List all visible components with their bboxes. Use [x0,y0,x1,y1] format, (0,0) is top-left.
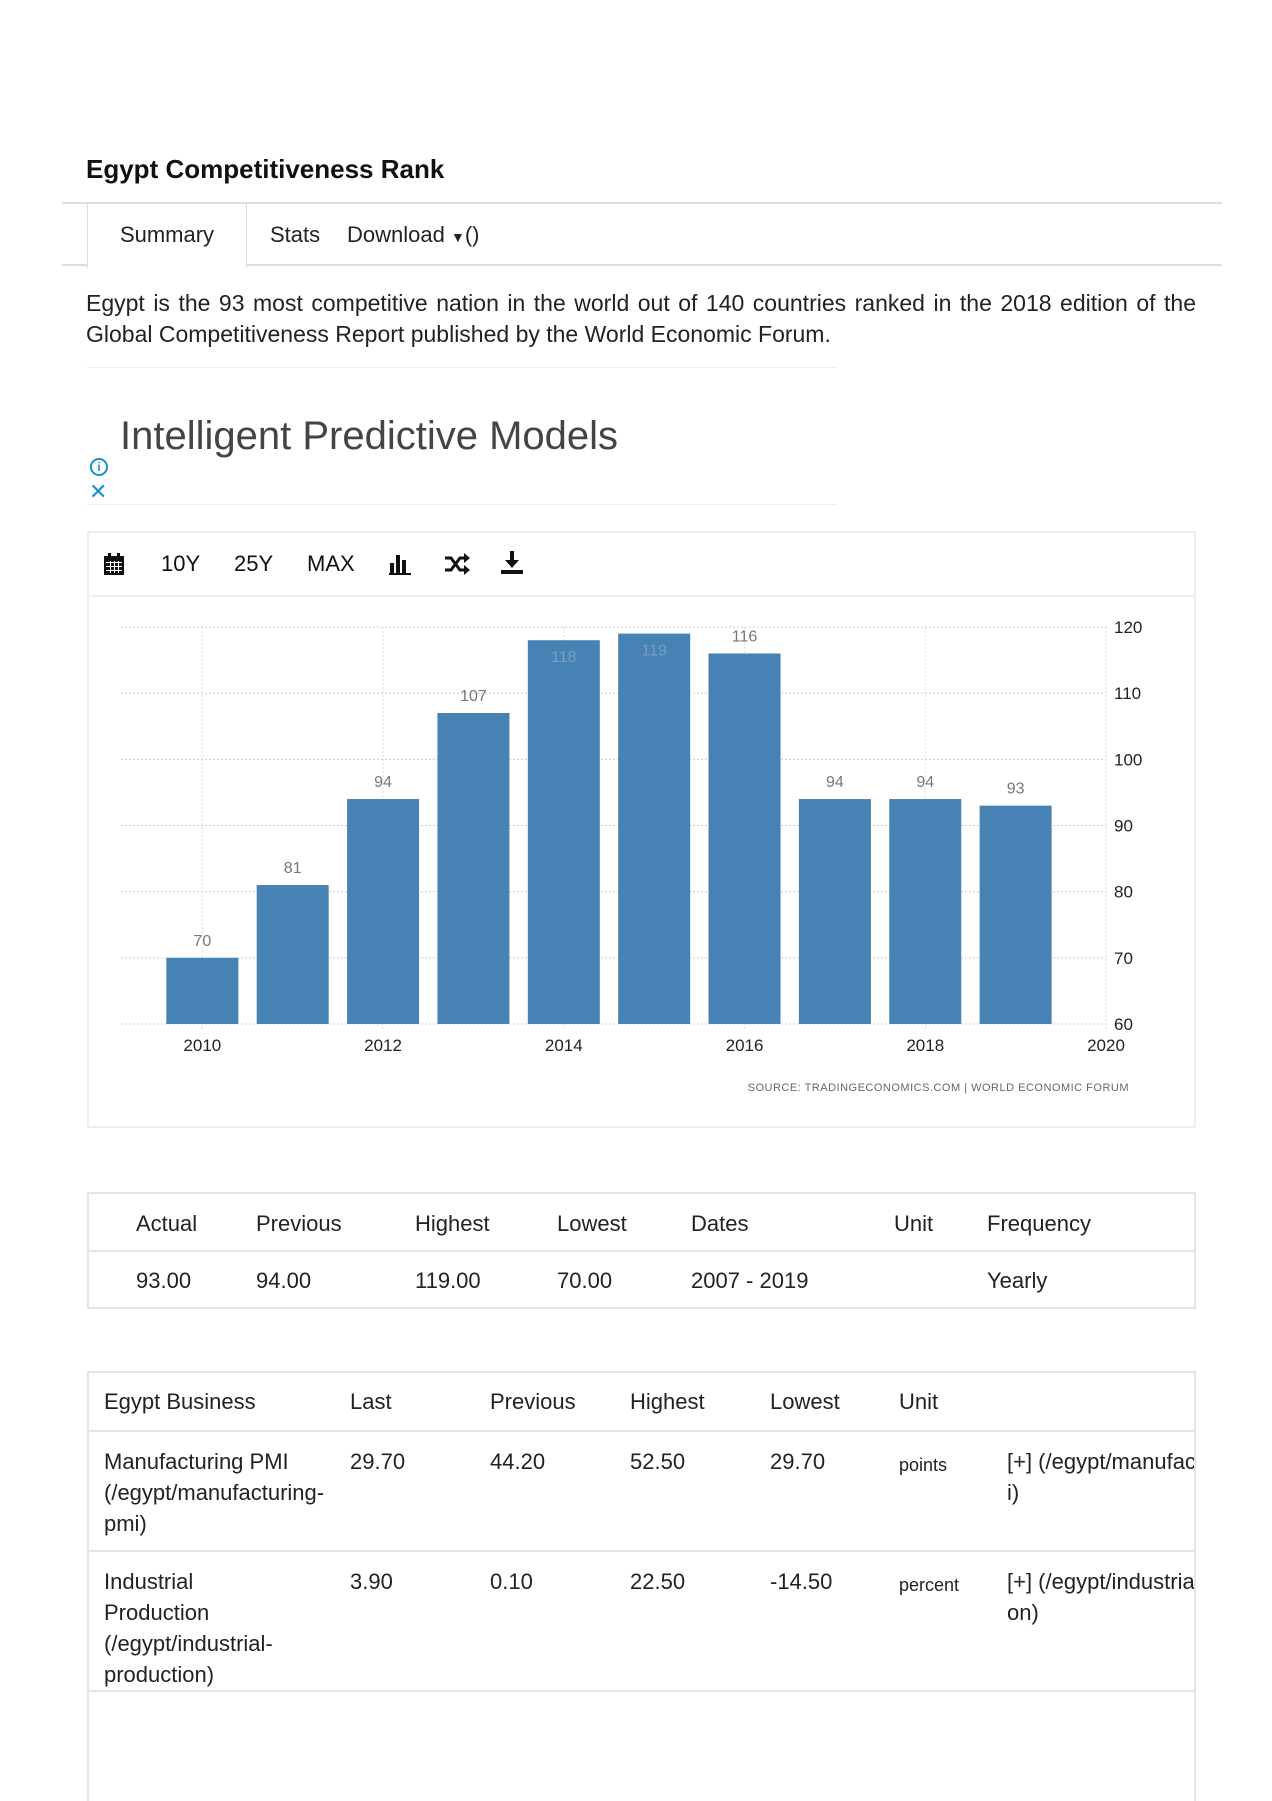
table-cell: Yearly [987,1268,1048,1293]
tab-download[interactable]: Download ▼() [347,204,479,266]
data-label: 118 [551,649,577,666]
x-tick-label: 2016 [726,1036,764,1055]
expand-link[interactable]: [+] (/egypt/industrial-production) [1007,1550,1194,1691]
info-circle-icon[interactable]: i [90,458,108,476]
tab-stats[interactable]: Stats [270,222,321,247]
column-header: Last [350,1388,392,1414]
y-tick-label: 100 [1114,750,1142,769]
data-label: 94 [826,774,844,791]
caret-down-icon: ▼ [450,229,465,245]
range-max-button[interactable]: MAX [307,551,355,576]
table-cell: 2007 - 2019 [691,1268,809,1293]
bar [618,633,691,1024]
page-title: Egypt Competitiveness Rank [86,154,445,184]
x-tick-label: 2014 [545,1036,583,1055]
y-tick-label: 90 [1114,817,1133,836]
y-tick-label: 60 [1114,1015,1133,1034]
y-tick-label: 80 [1114,883,1133,902]
column-header: Unit [894,1211,934,1236]
column-header: Dates [691,1211,749,1236]
bar-chart-icon[interactable] [389,553,411,575]
bar [256,885,329,1024]
indicator-link[interactable]: Manufacturing PMI (/egypt/manufacturing-… [89,1430,350,1551]
column-header: Lowest [770,1388,840,1414]
chart-toolbar: 10Y 25Y MAX [89,533,1194,597]
tab-summary[interactable]: Summary [87,204,247,268]
column-header: Egypt Business [104,1388,256,1414]
chart-source: SOURCE: TRADINGECONOMICS.COM | WORLD ECO… [748,1082,1129,1094]
table-row[interactable]: Manufacturing PMI (/egypt/manufacturing-… [89,1430,1194,1551]
table-cell: 0.10 [490,1550,630,1691]
table-row[interactable]: Industrial Production (/egypt/industrial… [89,1550,1194,1691]
x-tick-label: 2018 [906,1036,944,1055]
column-header: Lowest [557,1211,627,1236]
x-tick-label: 2020 [1087,1036,1125,1055]
table-cell: 94.00 [256,1268,312,1293]
bar [708,653,781,1024]
table-cell: 3.90 [350,1550,490,1691]
download-parens: () [464,222,480,247]
table-cell: 29.70 [770,1430,899,1551]
data-label: 107 [460,688,487,705]
bar [166,957,239,1024]
chart-panel: 10Y 25Y MAX 60 70 80 90 100 110 120 2010 2012 201… [87,531,1196,1128]
download-icon[interactable] [501,551,523,575]
summary-table: Actual Previous Highest Lowest Dates Unit Freq… [87,1192,1196,1309]
range-25y-button[interactable]: 25Y [234,551,274,576]
table-cell: percent [899,1550,1007,1691]
column-header: Highest [630,1388,705,1414]
column-header [1007,1373,1194,1431]
data-label: 81 [284,860,302,877]
range-10y-button[interactable]: 10Y [161,551,201,576]
y-tick-label: 70 [1114,949,1133,968]
ad-banner[interactable]: Intelligent Predictive Models i ✕ [87,367,837,505]
bar [979,805,1052,1024]
description: Egypt is the 93 most competitive nation … [86,290,1196,347]
table-cell: -14.50 [770,1550,899,1691]
column-header: Frequency [987,1211,1091,1236]
data-label: 119 [641,643,667,660]
table-cell: 70.00 [557,1268,613,1293]
column-header: Previous [256,1211,342,1236]
bar [347,799,420,1024]
table-cell: points [899,1430,1007,1551]
column-header: Unit [899,1388,939,1414]
table-cell: 29.70 [350,1430,490,1551]
table-cell: 119.00 [415,1268,481,1293]
bar [798,799,871,1024]
y-tick-label: 110 [1114,684,1141,703]
data-label: 94 [916,774,934,791]
x-tick-label: 2012 [364,1036,402,1055]
y-tick-label: 120 [1114,618,1142,637]
bar [437,713,510,1024]
tab-bar: Summary Stats Download ▼() [62,202,1222,268]
indicator-link[interactable]: Industrial Production (/egypt/industrial… [89,1550,350,1691]
data-label: 116 [732,628,758,645]
bar [527,640,600,1024]
table-cell: 44.20 [490,1430,630,1551]
table-cell: 93.00 [136,1268,192,1293]
table-cell: 52.50 [630,1430,770,1551]
shuffle-icon[interactable] [444,553,470,575]
data-label: 93 [1007,781,1025,798]
close-x-icon[interactable]: ✕ [89,479,108,504]
column-header: Actual [136,1211,198,1236]
bar-chart: 60 70 80 90 100 110 120 2010 2012 2014 2016 2018 202… [121,618,1142,1094]
bar [889,799,962,1024]
column-header: Previous [490,1388,576,1414]
data-label: 70 [193,933,211,950]
column-header: Highest [415,1211,490,1236]
table-header-row: Egypt Business Last Previous Highest Lowest U… [89,1373,1194,1431]
table-cell: 22.50 [630,1550,770,1691]
calendar-icon[interactable] [104,553,124,575]
x-tick-label: 2010 [183,1036,221,1055]
expand-link[interactable]: [+] (/egypt/manufacturing-pmi) [1007,1430,1194,1551]
data-label: 94 [374,774,392,791]
ad-title[interactable]: Intelligent Predictive Models [120,414,619,458]
download-label: Download [347,222,445,247]
business-table: Egypt Business Last Previous Highest Lowest U… [87,1371,1196,1801]
empty-row [89,1690,1194,1801]
